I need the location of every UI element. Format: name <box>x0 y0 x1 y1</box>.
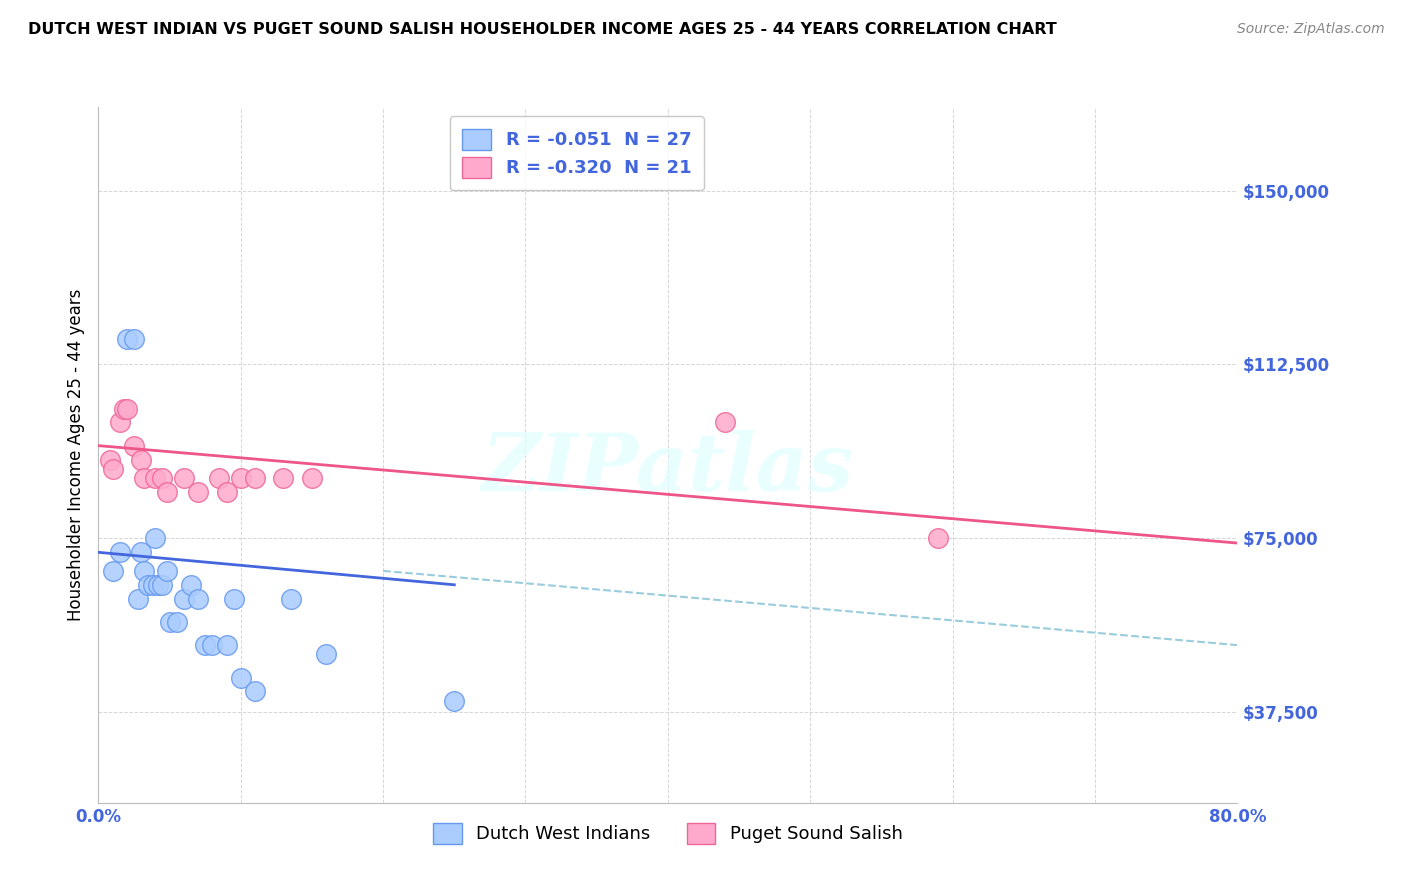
Point <box>108 416 131 430</box>
Point <box>129 545 152 559</box>
Point <box>152 471 174 485</box>
Point <box>301 471 323 485</box>
Point <box>101 462 124 476</box>
Point <box>115 332 138 346</box>
Point <box>115 401 138 416</box>
Point <box>145 532 167 546</box>
Point <box>229 471 252 485</box>
Point <box>98 452 121 467</box>
Point <box>108 545 131 559</box>
Point <box>166 615 188 629</box>
Point <box>132 564 155 578</box>
Point <box>112 401 135 416</box>
Point <box>927 532 949 546</box>
Point <box>136 578 159 592</box>
Point <box>187 485 209 500</box>
Point <box>156 564 179 578</box>
Point <box>208 471 231 485</box>
Point <box>141 578 163 592</box>
Point <box>101 564 124 578</box>
Point <box>127 591 149 606</box>
Point <box>273 471 295 485</box>
Point <box>280 591 302 606</box>
Point <box>148 578 170 592</box>
Point <box>215 485 238 500</box>
Point <box>173 591 195 606</box>
Point <box>122 332 145 346</box>
Point <box>194 638 217 652</box>
Point <box>129 452 152 467</box>
Point <box>173 471 195 485</box>
Point <box>152 578 174 592</box>
Legend: Dutch West Indians, Puget Sound Salish: Dutch West Indians, Puget Sound Salish <box>420 810 915 856</box>
Y-axis label: Householder Income Ages 25 - 44 years: Householder Income Ages 25 - 44 years <box>66 289 84 621</box>
Text: DUTCH WEST INDIAN VS PUGET SOUND SALISH HOUSEHOLDER INCOME AGES 25 - 44 YEARS CO: DUTCH WEST INDIAN VS PUGET SOUND SALISH … <box>28 22 1057 37</box>
Point <box>122 439 145 453</box>
Point <box>201 638 224 652</box>
Point <box>243 471 266 485</box>
Point <box>243 684 266 698</box>
Point <box>180 578 202 592</box>
Point <box>159 615 181 629</box>
Point <box>714 416 737 430</box>
Point <box>187 591 209 606</box>
Point <box>145 471 167 485</box>
Point <box>229 671 252 685</box>
Point <box>215 638 238 652</box>
Point <box>315 648 337 662</box>
Point <box>156 485 179 500</box>
Point <box>132 471 155 485</box>
Point <box>443 694 465 708</box>
Point <box>222 591 245 606</box>
Text: ZIPatlas: ZIPatlas <box>482 430 853 508</box>
Text: Source: ZipAtlas.com: Source: ZipAtlas.com <box>1237 22 1385 37</box>
